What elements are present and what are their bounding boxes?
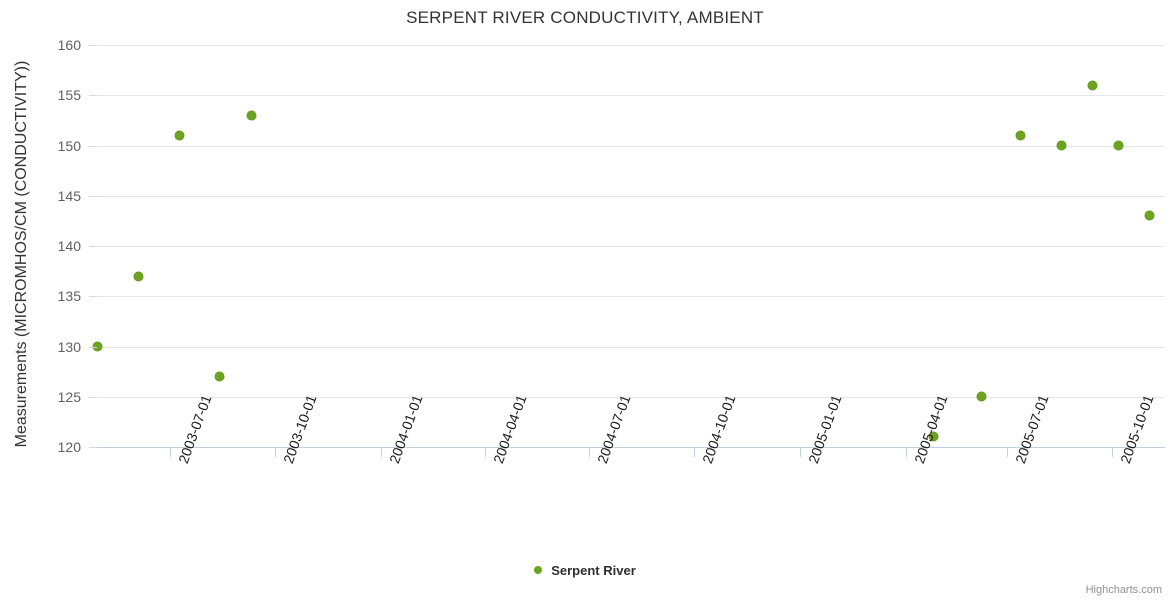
y-tick-mark xyxy=(89,246,97,247)
y-tick-label: 150 xyxy=(57,137,81,154)
x-tick-mark xyxy=(485,448,486,457)
data-point[interactable] xyxy=(214,372,224,382)
y-gridline xyxy=(97,296,1165,298)
y-tick-label: 140 xyxy=(57,238,81,254)
y-gridline xyxy=(97,145,1165,147)
y-tick-mark xyxy=(89,447,97,448)
data-point[interactable] xyxy=(133,271,143,281)
y-gridline xyxy=(97,45,1165,46)
plot-area xyxy=(92,45,1165,448)
y-tick-mark xyxy=(89,95,97,97)
data-point[interactable] xyxy=(92,342,102,351)
x-tick-mark xyxy=(694,448,695,457)
x-tick-mark xyxy=(906,448,907,457)
chart-legend: Serpent River xyxy=(0,562,1170,578)
y-tick-mark xyxy=(89,296,97,298)
y-tick-label: 120 xyxy=(57,439,81,455)
y-gridline xyxy=(97,396,1165,398)
y-tick-mark xyxy=(89,396,97,398)
y-gridline xyxy=(97,246,1165,247)
x-tick-mark xyxy=(1007,448,1008,457)
data-point[interactable] xyxy=(976,392,986,402)
y-tick-mark xyxy=(89,45,97,46)
y-axis-title: Measurements (MICROMHOS/CM (CONDUCTIVITY… xyxy=(13,60,30,448)
x-tick-mark xyxy=(800,448,801,457)
x-tick-mark xyxy=(275,448,276,457)
y-tick-mark xyxy=(89,346,97,348)
data-point[interactable] xyxy=(1113,141,1123,150)
y-tick-label: 160 xyxy=(57,37,81,53)
x-axis-line xyxy=(97,447,1165,448)
data-point[interactable] xyxy=(928,432,938,442)
chart-title: SERPENT RIVER CONDUCTIVITY, AMBIENT xyxy=(406,8,764,27)
data-point[interactable] xyxy=(1056,141,1066,150)
highcharts-credit[interactable]: Highcharts.com xyxy=(1085,584,1162,596)
x-tick-mark xyxy=(589,448,590,457)
legend-item-label: Serpent River xyxy=(551,563,636,579)
x-tick-mark xyxy=(381,448,382,457)
y-tick-mark xyxy=(89,195,97,197)
y-tick-label: 145 xyxy=(57,187,81,204)
data-point[interactable] xyxy=(1087,80,1097,90)
y-tick-label: 135 xyxy=(57,288,81,305)
data-point[interactable] xyxy=(1015,130,1025,140)
legend-marker-icon xyxy=(534,565,543,574)
y-gridline xyxy=(97,346,1165,348)
y-gridline xyxy=(97,195,1165,197)
y-tick-mark xyxy=(89,145,97,147)
legend-item-serpent-river[interactable]: Serpent River xyxy=(534,562,636,578)
data-point[interactable] xyxy=(1144,211,1154,221)
x-tick-mark xyxy=(170,448,171,457)
y-gridline xyxy=(97,95,1165,97)
y-tick-label: 130 xyxy=(57,338,81,355)
data-point[interactable] xyxy=(246,110,256,120)
data-point[interactable] xyxy=(174,130,184,140)
y-tick-label: 125 xyxy=(57,388,81,405)
x-tick-mark xyxy=(1112,448,1113,457)
y-tick-label: 155 xyxy=(57,87,81,104)
